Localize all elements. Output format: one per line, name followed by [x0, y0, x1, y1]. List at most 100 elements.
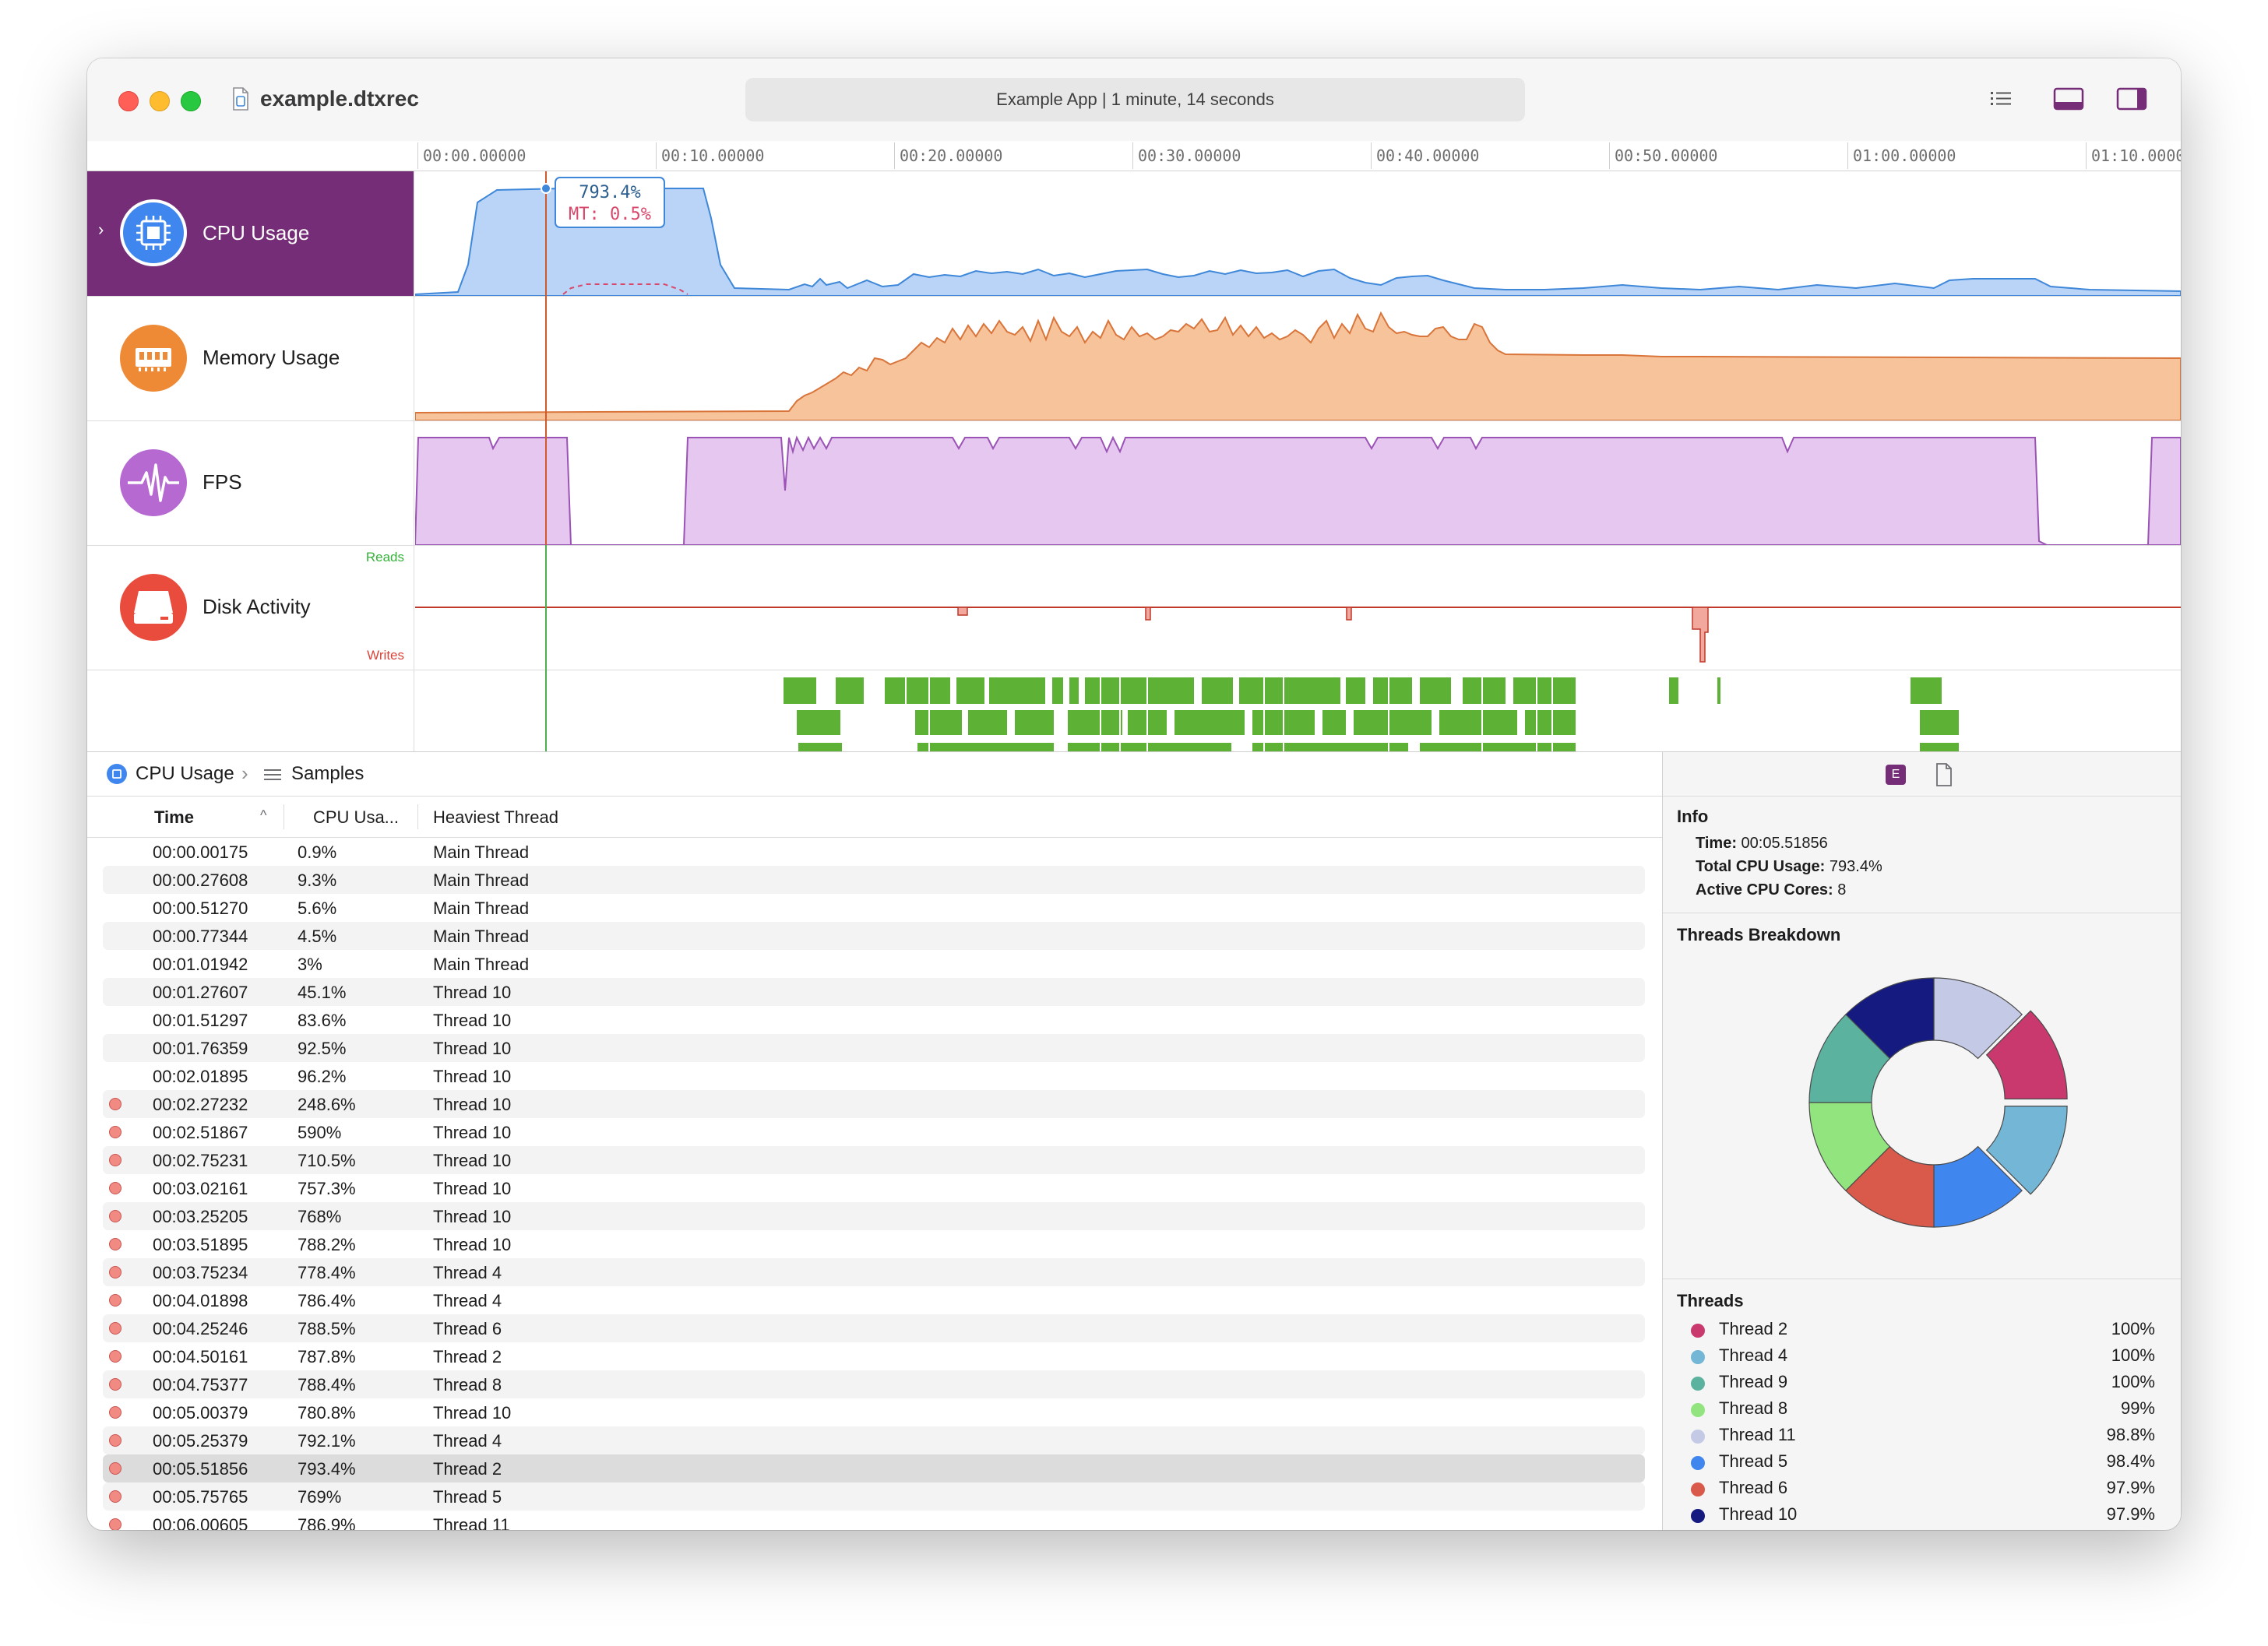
- sort-ascending-icon[interactable]: ^: [260, 807, 267, 823]
- thread-list-item[interactable]: Thread 2 100%: [1691, 1319, 2155, 1342]
- memory-usage-graph[interactable]: [415, 296, 2181, 420]
- heaviest-thread-cell: Main Thread: [433, 899, 530, 918]
- table-row[interactable]: 00:00.51270 5.6% Main Thread: [103, 894, 1645, 922]
- fps-track-title: FPS: [202, 470, 242, 494]
- cpu-usage-cell: 3%: [298, 955, 322, 974]
- table-row[interactable]: 00:00.27608 9.3% Main Thread: [103, 866, 1645, 894]
- memory-track[interactable]: Memory Usage: [87, 296, 2181, 421]
- right-panel-toggle-icon[interactable]: [2116, 86, 2147, 111]
- time-cell: 00:04.75377: [153, 1375, 248, 1395]
- thread-list-item[interactable]: Thread 8 99%: [1691, 1398, 2155, 1422]
- time-cell: 00:03.51895: [153, 1235, 248, 1254]
- table-row[interactable]: 00:04.25246 788.5% Thread 6: [103, 1314, 1645, 1342]
- breadcrumb-cpu-usage[interactable]: CPU Usage: [136, 763, 234, 784]
- table-row[interactable]: 00:04.50161 787.8% Thread 2: [103, 1342, 1645, 1370]
- memory-track-title: Memory Usage: [202, 346, 340, 369]
- table-row[interactable]: 00:06.00605 786.9% Thread 11: [103, 1511, 1645, 1530]
- threads-breakdown-donut-chart[interactable]: [1786, 955, 2082, 1250]
- activity-graph[interactable]: [415, 670, 2181, 751]
- table-row[interactable]: 00:05.00379 780.8% Thread 10: [103, 1398, 1645, 1426]
- bottom-panel-toggle-icon[interactable]: [2053, 86, 2084, 111]
- cpu-usage-cell: 9.3%: [298, 870, 337, 890]
- file-info-icon[interactable]: [1935, 763, 1953, 786]
- info-time: Time: 00:05.51856: [1696, 835, 1828, 852]
- fps-track-label[interactable]: FPS: [87, 420, 414, 545]
- thread-list-item[interactable]: Thread 9 100%: [1691, 1372, 2155, 1395]
- thread-color-swatch: [1691, 1456, 1705, 1470]
- cpu-usage-cell: 788.2%: [298, 1235, 356, 1254]
- cpu-track[interactable]: › CPU Usage 793.4% MT: 0.5%: [87, 171, 2181, 297]
- list-view-icon[interactable]: [1988, 86, 2013, 111]
- cpu-usage-cell: 0.9%: [298, 842, 337, 862]
- zoom-window-button[interactable]: [181, 91, 201, 111]
- expand-chevron-icon[interactable]: ›: [98, 220, 104, 239]
- thread-name: Thread 5: [1719, 1451, 1788, 1471]
- table-row[interactable]: 00:00.77344 4.5% Main Thread: [103, 922, 1645, 950]
- time-cell: 00:06.00605: [153, 1515, 248, 1530]
- table-row[interactable]: 00:05.25379 792.1% Thread 4: [103, 1426, 1645, 1454]
- column-header-time[interactable]: Time: [154, 807, 194, 827]
- table-row[interactable]: 00:05.51856 793.4% Thread 2: [103, 1454, 1645, 1482]
- thread-list-item[interactable]: Thread 4 100%: [1691, 1345, 2155, 1369]
- thread-list-item[interactable]: Thread 6 97.9%: [1691, 1478, 2155, 1501]
- table-row[interactable]: 00:03.02161 757.3% Thread 10: [103, 1174, 1645, 1202]
- ruler-tick: 00:00.00000: [417, 142, 526, 169]
- thread-name: Thread 9: [1719, 1372, 1788, 1391]
- thread-list-item[interactable]: Thread 11 98.8%: [1691, 1425, 2155, 1448]
- column-header-cpu-usage[interactable]: CPU Usa...: [313, 807, 400, 827]
- table-row[interactable]: 00:03.75234 778.4% Thread 4: [103, 1258, 1645, 1286]
- activity-track[interactable]: [87, 670, 2181, 751]
- thread-list-item[interactable]: Thread 5 98.4%: [1691, 1451, 2155, 1475]
- memory-track-label[interactable]: Memory Usage: [87, 296, 414, 420]
- table-row[interactable]: 00:01.01942 3% Main Thread: [103, 950, 1645, 978]
- fps-track[interactable]: FPS: [87, 420, 2181, 546]
- column-header-heaviest-thread[interactable]: Heaviest Thread: [433, 807, 559, 827]
- table-row[interactable]: 00:03.51895 788.2% Thread 10: [103, 1230, 1645, 1258]
- table-row[interactable]: 00:02.27232 248.6% Thread 10: [103, 1090, 1645, 1118]
- table-row[interactable]: 00:03.25205 768% Thread 10: [103, 1202, 1645, 1230]
- disk-activity-graph[interactable]: [415, 545, 2181, 670]
- thread-color-swatch: [1691, 1430, 1705, 1444]
- extended-info-icon[interactable]: E: [1886, 765, 1906, 785]
- high-usage-indicator-icon: [109, 1266, 122, 1278]
- table-row[interactable]: 00:05.75765 769% Thread 5: [103, 1482, 1645, 1511]
- table-row[interactable]: 00:02.51867 590% Thread 10: [103, 1118, 1645, 1146]
- fps-waveform-icon: [120, 449, 187, 516]
- time-cell: 00:01.76359: [153, 1039, 248, 1058]
- donut-slice-thread-11[interactable]: [1933, 977, 2023, 1060]
- threads-section-title: Threads: [1677, 1291, 1744, 1310]
- table-row[interactable]: 00:02.75231 710.5% Thread 10: [103, 1146, 1645, 1174]
- breadcrumb-samples[interactable]: Samples: [291, 763, 364, 784]
- thread-color-swatch: [1691, 1324, 1705, 1338]
- donut-slice-thread-2[interactable]: [1985, 1010, 2068, 1100]
- cpu-usage-cell: 4.5%: [298, 927, 337, 946]
- cpu-track-label[interactable]: › CPU Usage: [87, 171, 414, 296]
- time-cell: 00:03.02161: [153, 1179, 248, 1198]
- table-row[interactable]: 00:01.51297 83.6% Thread 10: [103, 1006, 1645, 1034]
- disk-track[interactable]: Disk Activity Reads Writes: [87, 545, 2181, 670]
- table-row[interactable]: 00:02.01895 96.2% Thread 10: [103, 1062, 1645, 1090]
- thread-list-item[interactable]: Thread 10 97.9%: [1691, 1504, 2155, 1528]
- table-row[interactable]: 00:04.75377 788.4% Thread 8: [103, 1370, 1645, 1398]
- close-window-button[interactable]: [118, 91, 139, 111]
- list-icon: [264, 769, 281, 780]
- high-usage-indicator-icon: [109, 1238, 122, 1250]
- donut-slice-thread-4[interactable]: [1985, 1105, 2068, 1195]
- fps-graph[interactable]: [415, 420, 2181, 545]
- donut-slice-thread-10[interactable]: [1845, 977, 1935, 1060]
- timeline-tracks: › CPU Usage 793.4% MT: 0.5%: [87, 171, 2181, 751]
- cpu-usage-cell: 788.4%: [298, 1375, 356, 1395]
- time-cell: 00:02.75231: [153, 1151, 248, 1170]
- cpu-usage-graph[interactable]: 793.4% MT: 0.5%: [415, 171, 2181, 296]
- disk-track-label[interactable]: Disk Activity Reads Writes: [87, 545, 414, 670]
- thread-percentage: 98.8%: [2106, 1425, 2155, 1444]
- samples-table[interactable]: 00:00.00175 0.9% Main Thread 00:00.27608 9.3…: [103, 838, 1662, 1530]
- table-row[interactable]: 00:00.00175 0.9% Main Thread: [103, 838, 1645, 866]
- table-row[interactable]: 00:04.01898 786.4% Thread 4: [103, 1286, 1645, 1314]
- cpu-usage-cell: 780.8%: [298, 1403, 356, 1423]
- minimize-window-button[interactable]: [150, 91, 170, 111]
- table-row[interactable]: 00:01.27607 45.1% Thread 10: [103, 978, 1645, 1006]
- table-row[interactable]: 00:01.76359 92.5% Thread 10: [103, 1034, 1645, 1062]
- timeline-ruler[interactable]: 00:00.00000 00:10.00000 00:20.00000 00:3…: [87, 141, 2181, 171]
- activity-track-label[interactable]: [87, 670, 414, 751]
